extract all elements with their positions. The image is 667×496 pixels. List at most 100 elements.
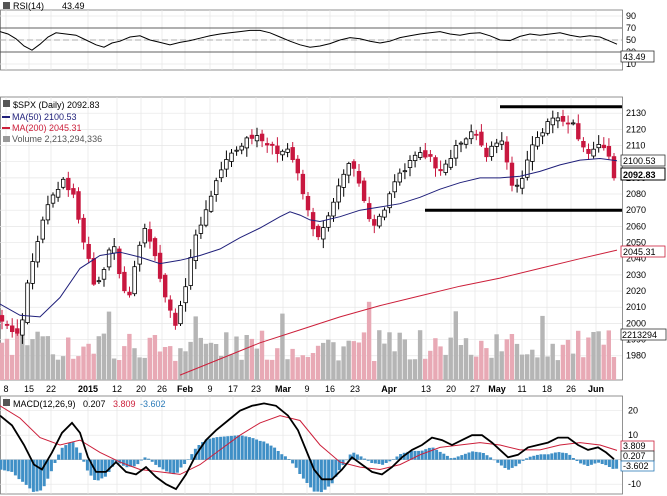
candle bbox=[295, 155, 300, 181]
price-tick-label: 2080 bbox=[626, 189, 646, 199]
volume-bar bbox=[606, 330, 611, 380]
volume-bar bbox=[106, 311, 112, 380]
candle bbox=[392, 174, 397, 198]
volume-bar bbox=[15, 332, 20, 380]
price-tick-label: 2070 bbox=[626, 205, 646, 215]
x-tick-label: 15 bbox=[24, 384, 34, 394]
histogram-bar bbox=[352, 452, 356, 460]
histogram-bar bbox=[165, 459, 169, 472]
volume-bar bbox=[504, 339, 509, 380]
candle-up bbox=[45, 204, 51, 221]
candle bbox=[591, 141, 596, 159]
candle bbox=[152, 236, 158, 261]
histogram-bar bbox=[219, 436, 223, 460]
candle-down bbox=[0, 315, 5, 322]
histogram-bar bbox=[485, 455, 489, 460]
histogram-bar bbox=[611, 459, 615, 469]
volume-bar bbox=[101, 333, 107, 380]
volume-bar bbox=[372, 361, 377, 380]
volume-bar bbox=[50, 354, 56, 380]
volume-bar bbox=[361, 332, 367, 380]
histogram-bar bbox=[251, 438, 255, 460]
candle bbox=[346, 161, 351, 184]
volume-bar bbox=[60, 356, 66, 380]
last-close-callout: 2092.83 bbox=[620, 167, 666, 181]
histogram-bar bbox=[373, 459, 377, 464]
candle bbox=[601, 137, 606, 151]
volume-bar bbox=[550, 343, 555, 380]
candle bbox=[535, 131, 540, 150]
histogram-bar bbox=[78, 452, 82, 460]
price-tick-label: 2120 bbox=[626, 124, 646, 134]
price-tick-label: 2110 bbox=[626, 141, 645, 151]
candle bbox=[127, 286, 132, 298]
histogram-bar bbox=[204, 439, 208, 460]
volume-bar bbox=[198, 337, 203, 380]
candle bbox=[142, 223, 147, 248]
ma50-callout: 2100.53 bbox=[620, 154, 666, 167]
candle-down bbox=[173, 312, 178, 326]
histogram-bar bbox=[269, 445, 273, 460]
candle bbox=[106, 247, 112, 271]
histogram-bar bbox=[575, 459, 579, 461]
histogram-bar bbox=[456, 456, 460, 460]
last-close-callout-text: 2092.83 bbox=[623, 170, 656, 180]
macd-tick-label: -10 bbox=[628, 479, 641, 489]
histogram-bar bbox=[53, 459, 57, 463]
candle bbox=[76, 187, 81, 224]
histogram-bar bbox=[525, 458, 529, 460]
macd-legend: MACD(12,26,9) 0.207 3.809 -3.602 bbox=[3, 399, 166, 409]
volume-bar bbox=[540, 315, 545, 380]
candle bbox=[581, 137, 586, 153]
candle bbox=[402, 163, 408, 180]
histogram-bar bbox=[528, 456, 532, 460]
candle-up bbox=[198, 224, 204, 234]
candle bbox=[341, 169, 346, 197]
candle-down bbox=[509, 162, 515, 186]
candle-down bbox=[147, 229, 153, 242]
volume-bar bbox=[458, 345, 464, 380]
gridlines bbox=[0, 10, 622, 494]
volume-bar bbox=[71, 358, 76, 380]
histogram-bar bbox=[535, 454, 539, 460]
x-tick-label: May bbox=[488, 384, 506, 394]
candle-up bbox=[178, 305, 183, 325]
candle-up bbox=[463, 138, 469, 145]
candle bbox=[300, 169, 306, 200]
histogram-bar bbox=[359, 456, 363, 460]
volume-bar bbox=[382, 343, 387, 380]
candle bbox=[239, 142, 244, 155]
candle bbox=[55, 181, 61, 202]
candle-up bbox=[188, 257, 193, 286]
histogram-bar bbox=[13, 459, 17, 476]
candle bbox=[387, 191, 392, 214]
candle bbox=[45, 195, 51, 225]
volume-bar bbox=[412, 359, 418, 380]
candle-down bbox=[423, 150, 428, 158]
x-tick-label: 18 bbox=[542, 384, 552, 394]
candle-down bbox=[259, 133, 265, 142]
histogram-bar bbox=[481, 453, 485, 460]
candle bbox=[203, 200, 209, 228]
candle bbox=[132, 260, 137, 297]
histogram-bar bbox=[435, 449, 439, 460]
macd-tick-label: 20 bbox=[628, 406, 638, 416]
candle bbox=[448, 149, 453, 170]
histogram-bar bbox=[424, 449, 428, 460]
histogram-bar bbox=[309, 459, 313, 488]
histogram-bar bbox=[510, 459, 514, 468]
volume-bar bbox=[249, 338, 254, 380]
candle-up bbox=[555, 117, 561, 122]
candle bbox=[112, 238, 117, 260]
volume-bar bbox=[219, 355, 224, 380]
volume-bar bbox=[366, 301, 372, 380]
candle-down bbox=[71, 188, 76, 195]
volume-bar bbox=[157, 351, 163, 380]
rsi-panel bbox=[0, 29, 618, 51]
volume-bar bbox=[402, 339, 407, 380]
candle bbox=[178, 300, 183, 326]
ma200-legend: MA(200) 2045.31 bbox=[12, 123, 82, 133]
candle bbox=[208, 190, 214, 213]
histogram-bar bbox=[600, 459, 604, 464]
x-tick-label: 20 bbox=[446, 384, 456, 394]
